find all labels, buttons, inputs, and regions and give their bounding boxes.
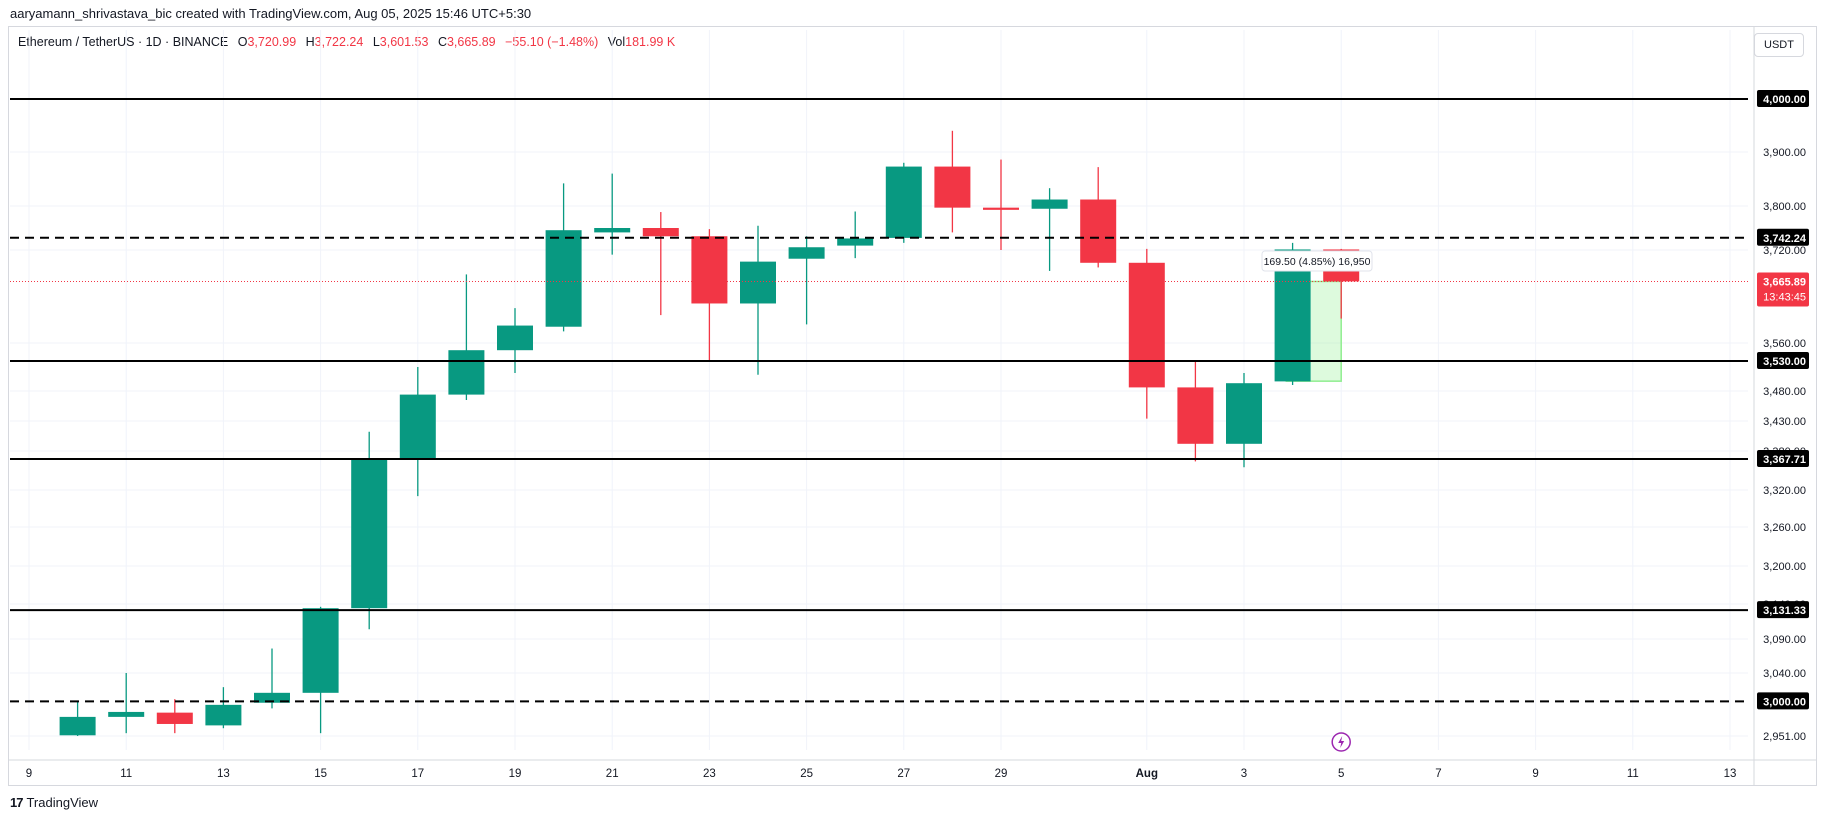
high-label: H bbox=[305, 35, 315, 49]
time-tick-label: 21 bbox=[606, 768, 619, 780]
level-tag-bg bbox=[1757, 228, 1809, 246]
time-tick-label: 11 bbox=[1627, 768, 1639, 780]
time-tick-label: 29 bbox=[995, 768, 1008, 780]
level-tag-label: 4,000.00 bbox=[1763, 94, 1806, 106]
price-tick-label: 3,260.00 bbox=[1763, 522, 1806, 534]
level-tag-bg bbox=[1757, 692, 1809, 710]
candle-body bbox=[108, 711, 145, 717]
tradingview-logo-icon: 17 bbox=[10, 795, 24, 810]
candle-body bbox=[1128, 262, 1165, 388]
price-tick-label: 3,040.00 bbox=[1763, 668, 1806, 680]
candle-body bbox=[448, 350, 485, 395]
level-tag-label: 3,131.33 bbox=[1763, 605, 1806, 617]
close-value: 3,665.89 bbox=[446, 35, 496, 49]
level-tag-label: 3,742.24 bbox=[1763, 233, 1807, 245]
level-tag-label: 3,000.00 bbox=[1763, 696, 1806, 708]
candle-body bbox=[1031, 199, 1068, 209]
price-tick-label: 3,090.00 bbox=[1763, 634, 1806, 646]
candle-body bbox=[837, 238, 874, 246]
current-price-tag bbox=[1757, 272, 1809, 307]
measure-label: 169.50 (4.85%) 16,950 bbox=[1261, 250, 1373, 272]
level-tag-bg bbox=[1757, 90, 1809, 107]
time-axis: 9 11 13 15 17 19 21 23 25 27 29 Aug 3 5 7 9 11 13 bbox=[26, 768, 1737, 780]
time-tick-label: 9 bbox=[26, 768, 32, 780]
chart-attribution: aaryamann_shrivastava_bic created with T… bbox=[10, 6, 532, 21]
candle-body bbox=[59, 716, 96, 736]
candle-body bbox=[642, 228, 679, 237]
tradingview-brand: 17 TradingView bbox=[10, 795, 98, 810]
candle-body bbox=[1226, 383, 1262, 444]
candle-body bbox=[594, 228, 631, 233]
measure-label-text: 169.50 (4.85%) 16,950 bbox=[1264, 256, 1371, 268]
volume-value: 181.99 K bbox=[625, 35, 676, 49]
high-value: 3,722.24 bbox=[314, 35, 364, 49]
time-tick-label: 5 bbox=[1338, 768, 1344, 780]
level-tag-label: 3,367.71 bbox=[1763, 454, 1806, 466]
level-tags: 4,000.00 3,742.24 3,530.00 3,367.71 3,131.33… bbox=[1757, 90, 1809, 710]
candle-body bbox=[254, 692, 290, 703]
candle-body bbox=[1177, 387, 1214, 444]
countdown-label: 13:43:45 bbox=[1763, 291, 1806, 303]
candle-body bbox=[691, 236, 728, 304]
low-value: 3,601.53 bbox=[379, 35, 429, 49]
open-label: O bbox=[237, 35, 248, 49]
close-label: C bbox=[437, 35, 447, 49]
candle-body bbox=[545, 230, 582, 327]
time-tick-label: 13 bbox=[217, 768, 230, 780]
time-tick-label: 25 bbox=[800, 768, 813, 780]
candle-body bbox=[885, 166, 922, 238]
time-tick-label: 17 bbox=[411, 768, 424, 780]
time-tick-label: 7 bbox=[1435, 768, 1441, 780]
level-tag-bg bbox=[1757, 449, 1809, 467]
time-tick-label: 13 bbox=[1724, 768, 1737, 780]
price-tick-label: 3,560.00 bbox=[1763, 338, 1806, 350]
symbol-legend: Ethereum / TetherUS · 1D · BINANCE O3,72… bbox=[18, 35, 675, 49]
candle-body bbox=[983, 207, 1019, 210]
open-value: 3,720.99 bbox=[247, 35, 297, 49]
brand-name: TradingView bbox=[26, 795, 99, 810]
candle-body bbox=[740, 261, 776, 304]
time-tick-label: 19 bbox=[509, 768, 522, 780]
time-tick-label: 11 bbox=[120, 768, 132, 780]
chart-frame bbox=[8, 26, 1817, 786]
price-tick-label: 3,900.00 bbox=[1763, 147, 1806, 159]
time-tick-label: 9 bbox=[1532, 768, 1538, 780]
time-tick-label: 3 bbox=[1241, 768, 1247, 780]
grid-lines bbox=[10, 30, 1748, 750]
level-tag-bg bbox=[1757, 601, 1809, 619]
price-tick-label: 3,200.00 bbox=[1763, 561, 1806, 573]
candle-body bbox=[1080, 199, 1117, 263]
candle-body bbox=[205, 704, 242, 726]
price-tick-label: 3,480.00 bbox=[1763, 386, 1806, 398]
level-tag-label: 3,530.00 bbox=[1763, 356, 1806, 368]
price-tick-label: 3,800.00 bbox=[1763, 201, 1806, 213]
candle-body bbox=[497, 325, 533, 351]
candle-body bbox=[351, 459, 388, 609]
time-tick-label: 23 bbox=[703, 768, 716, 780]
symbol-title[interactable]: Ethereum / TetherUS · 1D · BINANCE bbox=[18, 35, 229, 49]
candle-body bbox=[788, 247, 825, 259]
price-tick-label: 3,720.00 bbox=[1763, 245, 1806, 257]
time-tick-label: 27 bbox=[897, 768, 910, 780]
price-tick-label: 3,430.00 bbox=[1763, 416, 1806, 428]
level-tag-bg bbox=[1757, 352, 1809, 369]
candle-body bbox=[399, 394, 436, 460]
time-tick-label: 15 bbox=[314, 768, 327, 780]
current-price-label: 3,665.89 bbox=[1763, 276, 1806, 288]
low-label: L bbox=[372, 35, 380, 49]
price-tick-label: 2,951.00 bbox=[1763, 731, 1806, 743]
measure-label-bg bbox=[1261, 250, 1373, 272]
candle-body bbox=[934, 166, 971, 208]
change-value: −55.10 (−1.48%) bbox=[505, 35, 599, 49]
time-tick-label: Aug bbox=[1136, 768, 1158, 780]
candle-body bbox=[156, 712, 193, 724]
lightning-glyph-icon bbox=[1338, 736, 1345, 748]
price-tick-label: 3,320.00 bbox=[1763, 485, 1806, 497]
key-levels bbox=[10, 98, 1748, 703]
candle-body bbox=[302, 608, 339, 693]
